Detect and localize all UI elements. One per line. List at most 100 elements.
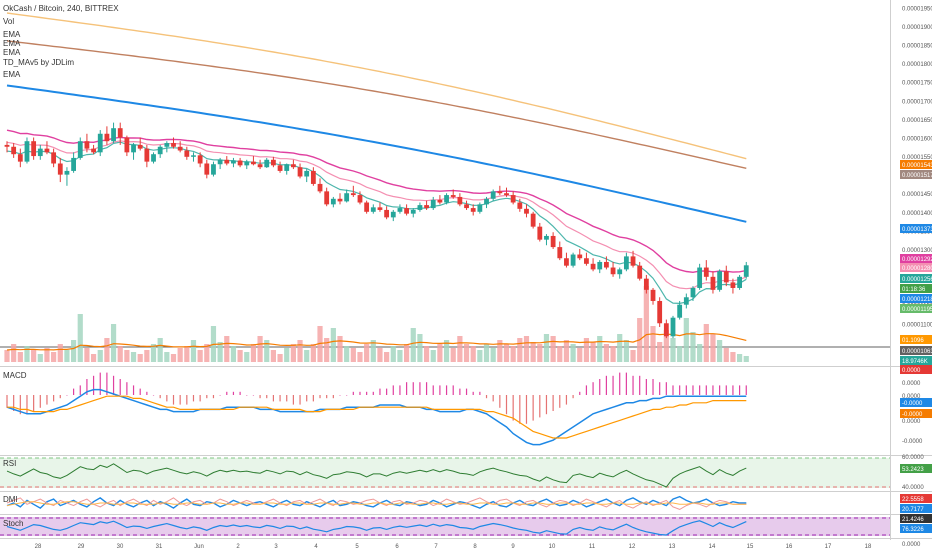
macd-histogram-bar [705, 385, 707, 395]
stoch-tick-label: 0.0000 [902, 542, 921, 548]
macd-histogram-bar [179, 395, 181, 405]
volume-bar [603, 344, 609, 362]
price-tick-label: 0.00001650 [902, 118, 932, 124]
candle-body [617, 269, 623, 275]
macd-histogram-bar [505, 395, 508, 415]
dmi-badge-bg [900, 514, 932, 523]
price-tick-label: 0.00001950 [902, 6, 932, 12]
price-badge: 0.00001517 [902, 173, 932, 179]
candle-body [570, 254, 576, 266]
candle-body [271, 159, 276, 166]
macd-histogram-bar [625, 372, 627, 395]
macd-histogram-bar [346, 395, 348, 396]
candle-body [437, 199, 443, 203]
candle-body [117, 128, 123, 138]
dmi-badge: 21.4246 [902, 517, 924, 523]
volume-bar [497, 340, 503, 362]
macd-histogram-bar [745, 385, 747, 395]
macd-histogram-bar [359, 391, 361, 395]
macd-histogram-bar [46, 395, 48, 405]
candle-body [11, 146, 17, 155]
candle-body [284, 164, 290, 171]
macd-histogram-bar [412, 382, 414, 395]
time-tick-label: 13 [669, 544, 676, 550]
candle-body [670, 317, 676, 337]
stoch-label[interactable]: Stoch [3, 519, 23, 528]
candle-body [197, 155, 203, 164]
volume-bar [377, 348, 383, 362]
volume-bar [510, 346, 516, 362]
price-badge-bg [900, 224, 932, 233]
volume-bar [71, 340, 77, 362]
volume-bar [543, 334, 550, 362]
legend-ema-2[interactable]: EMA [3, 39, 21, 48]
adx-line [6, 501, 747, 507]
candle-body [723, 271, 729, 283]
legend-ema-1[interactable]: EMA [3, 30, 21, 39]
macd-histogram-bar [445, 385, 448, 395]
candle-body [317, 183, 323, 192]
dmi-label[interactable]: DMI [3, 495, 18, 504]
macd-histogram-bar [739, 385, 741, 395]
price-badge: 0.00001292 [902, 257, 932, 263]
candle-body [310, 170, 316, 184]
macd-histogram-bar [306, 395, 308, 402]
candle-body [91, 148, 96, 153]
stoch-band [0, 517, 890, 536]
macd-histogram-bar [685, 385, 687, 395]
macd-histogram-bar [53, 395, 55, 402]
candle-body [690, 287, 696, 298]
candle-body [297, 167, 303, 177]
volume-bar [51, 352, 57, 362]
volume-bar [90, 354, 97, 362]
macd-histogram-bar [712, 385, 714, 395]
legend-vol[interactable]: Vol [3, 17, 14, 26]
price-tick-label: 0.00001550 [902, 155, 932, 161]
macd-histogram-bar [66, 395, 68, 396]
candle-body [584, 258, 589, 264]
macd-histogram-bar [319, 395, 321, 399]
price-badge: 18.9746K [902, 359, 928, 365]
candle-body [71, 157, 76, 171]
macd-histogram-bar [19, 395, 21, 415]
time-tick-label: 9 [511, 544, 515, 550]
candle-body [544, 235, 549, 240]
macd-histogram-bar [605, 375, 607, 395]
volume-bar [610, 346, 616, 362]
macd-histogram-bar [132, 385, 135, 395]
volume-bar [563, 340, 570, 362]
candle-body [610, 267, 616, 275]
rsi-label[interactable]: RSI [3, 459, 16, 468]
volume-bar [590, 342, 596, 362]
time-axis[interactable]: 28 29 30 31 Jun 2 3 4 5 6 7 8 9 10 11 12 13 14 15 16 17 18 [35, 544, 872, 550]
candle-body [157, 146, 163, 155]
candle-body [191, 155, 196, 157]
chart-title[interactable]: OkCash / Bitcoin, 240, BITTREX [3, 4, 119, 13]
volume-bar [710, 334, 716, 362]
time-tick-label: 3 [274, 544, 278, 550]
candle-body [530, 213, 536, 227]
macd-histogram-bar [279, 395, 281, 402]
rsi-band [0, 458, 890, 488]
macd-histogram-bar [199, 395, 201, 402]
volume-bar [743, 356, 749, 362]
legend-ema-4[interactable]: EMA [3, 70, 21, 79]
macd-histogram-bar [219, 395, 221, 396]
candle-body [24, 141, 30, 162]
legend-td-mav5[interactable]: TD_MAv5 by JDLim [3, 58, 74, 67]
price-tick-label: 0.00001300 [902, 248, 932, 254]
candle-body [324, 191, 330, 205]
macd-histogram-bar [166, 395, 168, 402]
volume-bar [557, 346, 563, 362]
macd-histogram-bar [612, 375, 614, 395]
volume-bar [364, 344, 370, 362]
candle-body [111, 128, 116, 142]
candle-body [537, 226, 543, 240]
candle-body [703, 267, 709, 277]
macd-histogram-bar [459, 388, 461, 395]
price-badge: 0.00001195 [902, 307, 932, 313]
macd-label[interactable]: MACD [3, 371, 27, 380]
legend-ema-3[interactable]: EMA [3, 48, 21, 57]
candle-body [444, 195, 449, 203]
